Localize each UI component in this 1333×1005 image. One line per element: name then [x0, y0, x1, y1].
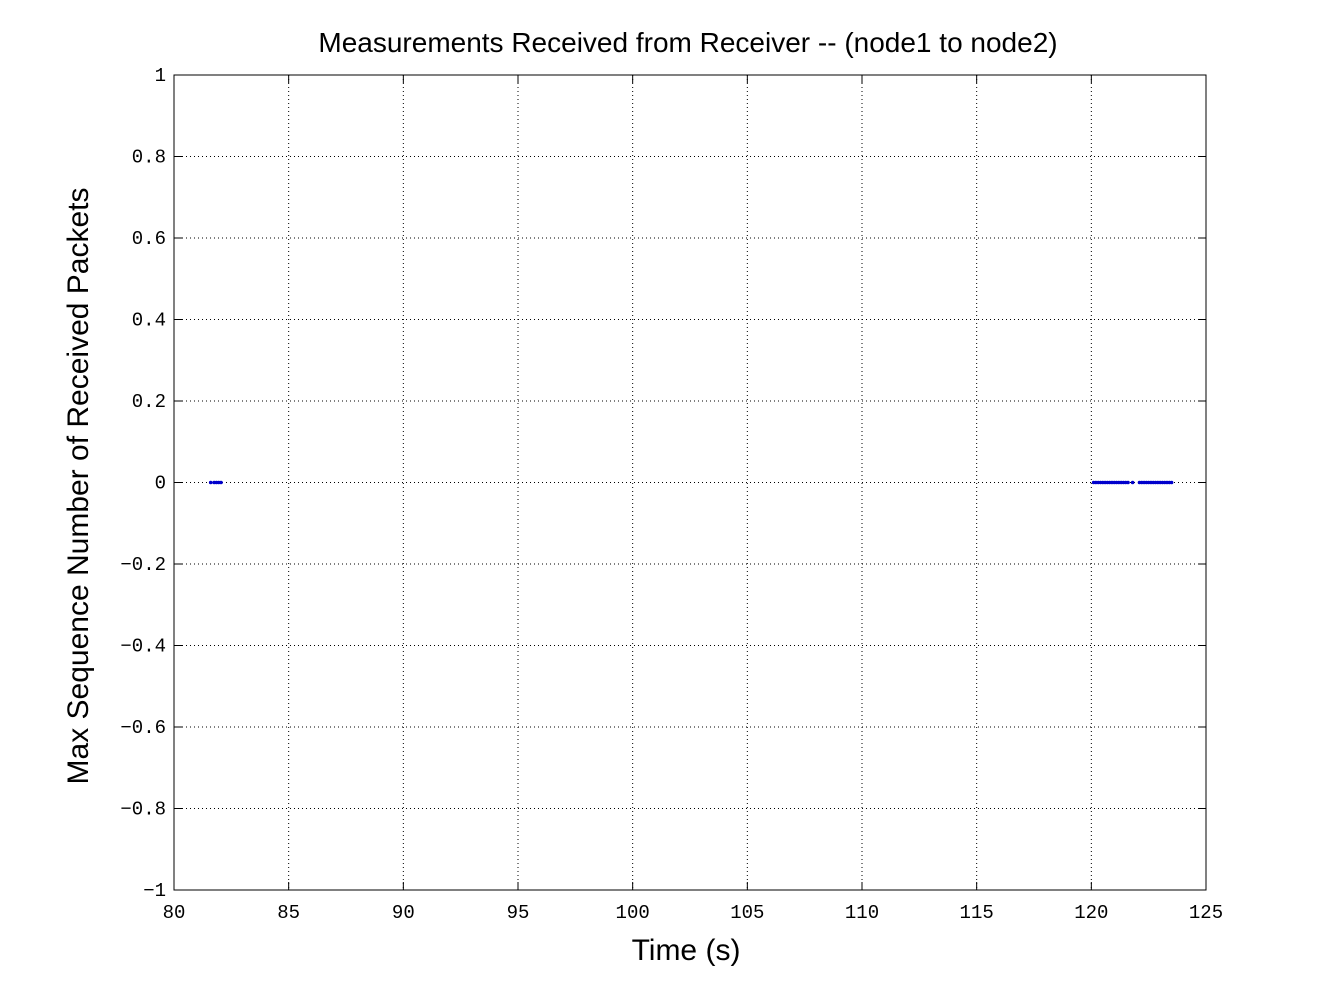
data-point	[219, 480, 223, 485]
x-axis-label: Time (s)	[632, 934, 741, 967]
x-tick-label: 100	[616, 902, 650, 924]
x-tick-label: 95	[507, 902, 530, 924]
x-tick-label: 90	[392, 902, 415, 924]
y-tick-label: −1	[143, 880, 166, 902]
y-tick-label: −0.6	[120, 717, 166, 739]
data-point	[208, 480, 213, 485]
data-point	[1126, 480, 1130, 485]
x-tick-label: 105	[730, 902, 764, 924]
y-tick-label: 0.6	[132, 228, 166, 250]
y-tick-label: 1	[155, 65, 166, 87]
data-point	[1130, 480, 1135, 485]
y-tick-label: −0.2	[120, 554, 166, 576]
y-tick-label: −0.4	[120, 636, 166, 658]
x-tick-label: 120	[1074, 902, 1108, 924]
x-tick-label: 85	[277, 902, 300, 924]
tick-layer: 80 85 90 95 100 105 110 115 120 125 1 0.8 0.6 0.4 0.2 0…	[120, 65, 1223, 924]
y-axis-label: Max Sequence Number of Received Packets	[62, 188, 95, 785]
x-tick-label: 125	[1189, 902, 1223, 924]
y-tick-label: 0.8	[132, 147, 166, 169]
y-tick-label: 0.4	[132, 310, 166, 332]
y-tick-label: 0	[155, 473, 166, 495]
chart-title: Measurements Received from Receiver -- (…	[318, 27, 1057, 58]
data-point	[1169, 480, 1174, 485]
data-points	[208, 480, 1174, 485]
x-tick-label: 115	[960, 902, 994, 924]
x-tick-label: 80	[163, 902, 186, 924]
y-tick-label: −0.8	[120, 799, 166, 821]
x-tick-label: 110	[845, 902, 879, 924]
y-tick-label: 0.2	[132, 391, 166, 413]
grid-layer	[174, 75, 1206, 890]
